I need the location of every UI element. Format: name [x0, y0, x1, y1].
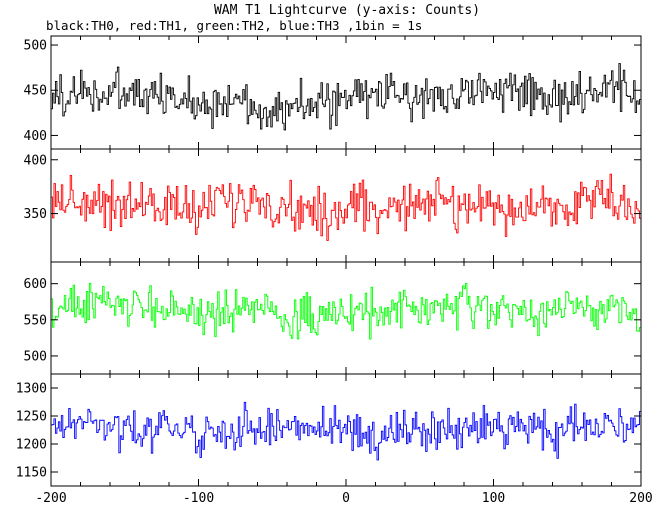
y-tick-label: 350 [24, 207, 47, 222]
x-tick-label: -100 [183, 491, 214, 505]
y-tick-label: 1150 [16, 466, 47, 481]
panel-th1: 350 400 [24, 148, 642, 263]
y-tick-label: 400 [24, 129, 47, 144]
series-line-th0 [51, 63, 641, 131]
y-tick-label: 600 [24, 277, 47, 292]
panel-th0: 400 450 500 [24, 35, 642, 150]
chart-title: WAM T1 Lightcurve (y-axis: Counts) [214, 3, 480, 18]
y-tick-label: 1200 [16, 438, 47, 453]
panels-group: 400 450 500 350 400 500 550 600 1150 1200 1250 1300 [16, 35, 642, 487]
chart-subtitle: black:TH0, red:TH1, green:TH2, blue:TH3 … [46, 18, 422, 33]
x-tick-label: 100 [482, 491, 505, 505]
y-tick-label: 500 [24, 39, 47, 54]
x-tick-label: -200 [35, 491, 66, 505]
series-line-th2 [51, 282, 641, 340]
y-tick-label: 450 [24, 84, 47, 99]
series-line-th1 [51, 173, 641, 241]
y-tick-label: 500 [24, 349, 47, 364]
x-axis: -200 -100 0 100 200 [35, 491, 652, 505]
series-line-th3 [51, 401, 641, 461]
y-tick-label: 550 [24, 313, 47, 328]
x-tick-label: 200 [629, 491, 652, 505]
panel-th3: 1150 1200 1250 1300 [16, 373, 642, 487]
y-tick-label: 1300 [16, 382, 47, 397]
y-tick-label: 400 [24, 153, 47, 168]
y-tick-label: 1250 [16, 410, 47, 425]
panel-th2: 500 550 600 [24, 261, 642, 375]
x-tick-label: 0 [342, 491, 350, 505]
